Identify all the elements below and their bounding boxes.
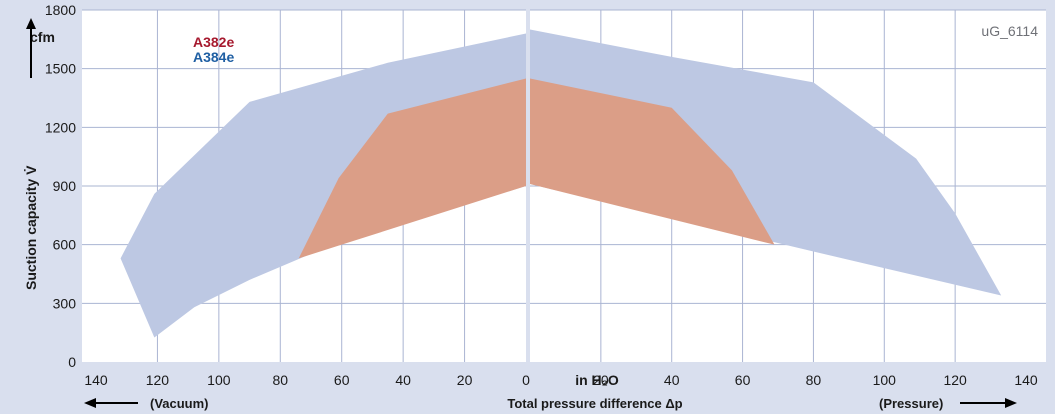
x-tick-label-right: 20 bbox=[593, 372, 609, 388]
pressure-arrowhead bbox=[1005, 398, 1017, 408]
y-axis-title: Suction capacity V̇ bbox=[23, 165, 39, 290]
y-axis-title-text: Suction capacity bbox=[23, 179, 39, 290]
y-tick-label: 600 bbox=[53, 237, 77, 253]
y-unit-label: cfm bbox=[30, 29, 55, 45]
series-layer bbox=[120, 29, 1002, 338]
area-a382e-pressure bbox=[530, 78, 775, 245]
x-tick-label-left: 40 bbox=[395, 372, 411, 388]
y-tick-label: 300 bbox=[53, 295, 77, 311]
x-tick-label-right: 60 bbox=[735, 372, 751, 388]
x-tick-label-left: 80 bbox=[272, 372, 288, 388]
image-id-label: uG_6114 bbox=[981, 23, 1038, 39]
vacuum-arrowhead bbox=[84, 398, 96, 408]
area-a382e-vacuum bbox=[298, 78, 526, 259]
x-tick-label-right: 140 bbox=[1014, 372, 1038, 388]
y-axis-title-symbol: V̇ bbox=[23, 165, 39, 175]
x-tick-label-left: 0 bbox=[522, 372, 530, 388]
x-tick-label-right: 80 bbox=[806, 372, 822, 388]
x-tick-label-right: 100 bbox=[873, 372, 897, 388]
x-unit-label: in H₂O bbox=[575, 372, 619, 388]
x-tick-label-left: 120 bbox=[146, 372, 170, 388]
y-tick-label: 1200 bbox=[45, 119, 76, 135]
y-tick-label: 0 bbox=[68, 354, 76, 370]
y-tick-labels: 0 300 600 900 1200 1500 1800 bbox=[45, 2, 76, 370]
x-axis-title: Total pressure difference Δp bbox=[507, 396, 682, 411]
x-tick-label-left: 60 bbox=[334, 372, 350, 388]
x-tick-labels: 140 140 120 120 100 100 80 80 60 60 40 40 20 20 0 bbox=[84, 372, 1038, 388]
x-tick-label-left: 20 bbox=[457, 372, 473, 388]
pressure-label: (Pressure) bbox=[879, 396, 943, 411]
x-tick-label-left: 140 bbox=[84, 372, 108, 388]
y-axis-title-group: Suction capacity V̇ bbox=[23, 18, 39, 290]
area-a384e-pressure bbox=[530, 29, 1002, 296]
y-axis-arrowhead bbox=[26, 18, 36, 29]
x-tick-label-right: 40 bbox=[664, 372, 680, 388]
y-tick-label: 1500 bbox=[45, 61, 76, 77]
legend-a384e: A384e bbox=[193, 49, 234, 65]
x-tick-label-right: 120 bbox=[943, 372, 967, 388]
x-tick-label-left: 100 bbox=[207, 372, 231, 388]
y-tick-label: 900 bbox=[53, 178, 77, 194]
y-tick-label: 1800 bbox=[45, 2, 76, 18]
vacuum-label: (Vacuum) bbox=[150, 396, 209, 411]
legend-a382e: A382e bbox=[193, 34, 234, 50]
